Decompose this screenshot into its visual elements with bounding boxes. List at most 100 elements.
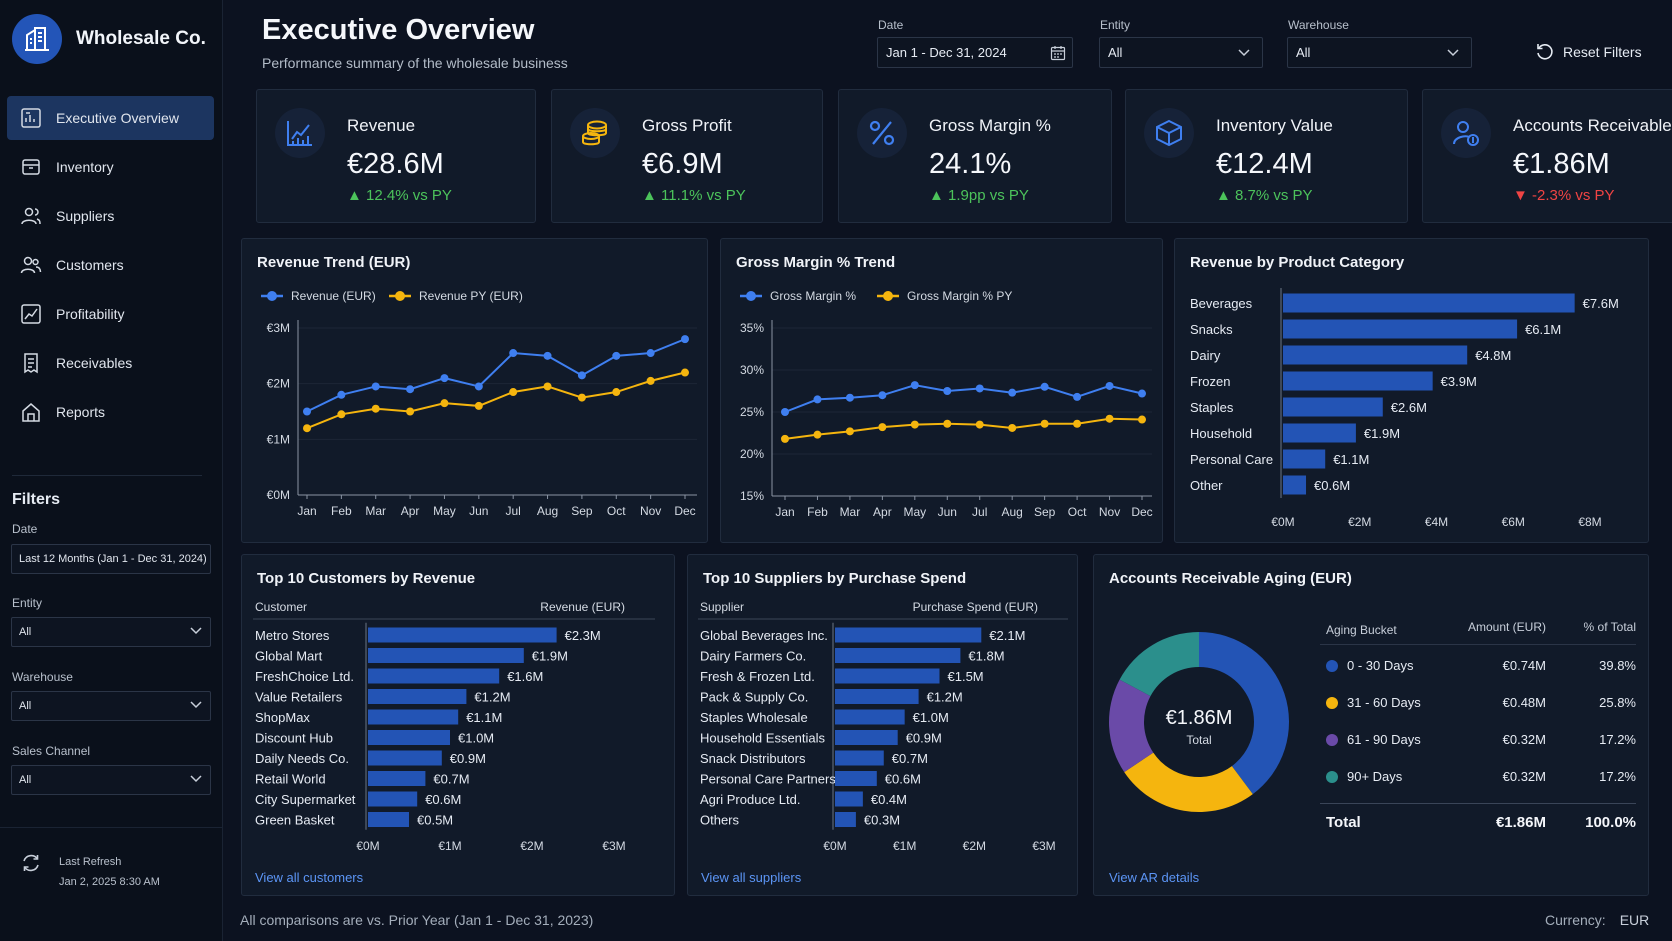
bar[interactable] — [368, 730, 450, 745]
data-point[interactable] — [1008, 388, 1017, 397]
bar[interactable] — [368, 791, 418, 807]
data-point[interactable] — [910, 420, 919, 429]
bar[interactable] — [368, 648, 524, 663]
kpi-card-accounts-receivable[interactable]: Accounts Receivable €1.86M ▼ -2.3% vs PY — [1422, 89, 1672, 223]
data-point[interactable] — [845, 427, 854, 436]
bar[interactable] — [835, 750, 884, 766]
bar[interactable] — [1283, 345, 1468, 365]
bar[interactable] — [368, 812, 409, 827]
channel-filter-select[interactable]: All — [11, 765, 211, 795]
bar[interactable] — [368, 627, 557, 643]
sidebar-item-customers[interactable]: Customers — [7, 243, 214, 287]
table-row[interactable]: 61 - 90 Days €0.32M 17.2% — [1320, 721, 1636, 758]
sidebar-item-executive-overview[interactable]: Executive Overview — [7, 96, 214, 140]
table-row[interactable]: 90+ Days €0.32M 17.2% — [1320, 758, 1636, 795]
data-point[interactable] — [509, 349, 518, 358]
data-point[interactable] — [577, 393, 586, 402]
warehouse-filter-select[interactable]: All — [11, 691, 211, 721]
entity-filter-select[interactable]: All — [11, 617, 211, 647]
bar[interactable] — [1283, 293, 1575, 313]
kpi-card-gross-margin[interactable]: Gross Margin % 24.1% ▲ 1.9pp vs PY — [838, 89, 1112, 223]
data-point[interactable] — [371, 404, 380, 413]
bar[interactable] — [835, 730, 898, 745]
refresh-icon[interactable] — [20, 852, 42, 874]
donut-slice[interactable] — [1124, 752, 1253, 812]
date-filter-input[interactable]: Last 12 Months (Jan 1 - Dec 31, 2024) — [11, 544, 211, 574]
sidebar-item-inventory[interactable]: Inventory — [7, 145, 214, 189]
bar[interactable] — [835, 668, 940, 684]
bar[interactable] — [1283, 423, 1356, 443]
data-point[interactable] — [474, 382, 483, 391]
data-point[interactable] — [681, 368, 689, 377]
data-point[interactable] — [474, 401, 483, 410]
bar[interactable] — [835, 791, 863, 807]
data-point[interactable] — [1105, 381, 1114, 390]
data-point[interactable] — [303, 407, 311, 416]
date-range-input[interactable]: Jan 1 - Dec 31, 2024 — [877, 37, 1073, 68]
kpi-card-gross-profit[interactable]: Gross Profit €6.9M ▲ 11.1% vs PY — [551, 89, 823, 223]
donut-slice[interactable] — [1199, 632, 1289, 795]
data-point[interactable] — [943, 387, 952, 395]
data-point[interactable] — [781, 434, 789, 443]
data-point[interactable] — [612, 388, 621, 397]
data-point[interactable] — [1105, 414, 1114, 423]
data-point[interactable] — [646, 376, 655, 385]
data-point[interactable] — [1073, 392, 1082, 401]
data-point[interactable] — [543, 382, 552, 391]
warehouse-select[interactable]: All — [1287, 37, 1472, 68]
bar[interactable] — [835, 812, 856, 827]
table-row[interactable]: 31 - 60 Days €0.48M 25.8% — [1320, 684, 1636, 721]
bar[interactable] — [1283, 475, 1307, 495]
view-all-customers-link[interactable]: View all customers — [255, 870, 364, 885]
data-point[interactable] — [845, 393, 854, 402]
data-point[interactable] — [975, 384, 984, 393]
data-point[interactable] — [1040, 419, 1049, 428]
bar[interactable] — [368, 750, 442, 766]
bar[interactable] — [368, 709, 459, 725]
bar[interactable] — [368, 668, 500, 684]
data-point[interactable] — [577, 371, 586, 380]
table-row[interactable]: 0 - 30 Days €0.74M 39.8% — [1320, 647, 1636, 684]
donut-slice[interactable] — [1119, 632, 1199, 697]
bar[interactable] — [368, 689, 467, 704]
data-point[interactable] — [1040, 382, 1049, 391]
data-point[interactable] — [975, 420, 984, 429]
bar[interactable] — [1283, 397, 1383, 417]
data-point[interactable] — [440, 399, 449, 408]
bar[interactable] — [1283, 371, 1433, 391]
sidebar-item-reports[interactable]: Reports — [7, 390, 214, 434]
bar[interactable] — [1283, 449, 1326, 469]
calendar-icon[interactable] — [1050, 45, 1066, 61]
sidebar-item-receivables[interactable]: Receivables — [7, 341, 214, 385]
brand[interactable]: Wholesale Co. — [12, 14, 206, 64]
bar[interactable] — [368, 771, 426, 786]
entity-select[interactable]: All — [1099, 37, 1263, 68]
data-point[interactable] — [406, 385, 415, 394]
bar[interactable] — [1283, 319, 1518, 339]
data-point[interactable] — [646, 349, 655, 358]
data-point[interactable] — [543, 351, 552, 360]
sidebar-item-suppliers[interactable]: Suppliers — [7, 194, 214, 238]
bar[interactable] — [835, 648, 961, 663]
data-point[interactable] — [1008, 423, 1017, 432]
data-point[interactable] — [943, 419, 952, 428]
kpi-card-inventory-value[interactable]: Inventory Value €12.4M ▲ 8.7% vs PY — [1125, 89, 1408, 223]
reset-filters-button[interactable]: Reset Filters — [1535, 42, 1642, 62]
view-ar-details-link[interactable]: View AR details — [1109, 870, 1200, 885]
data-point[interactable] — [1138, 415, 1146, 424]
data-point[interactable] — [509, 388, 518, 397]
data-point[interactable] — [1073, 419, 1082, 428]
bar[interactable] — [835, 771, 877, 786]
sidebar-item-profitability[interactable]: Profitability — [7, 292, 214, 336]
data-point[interactable] — [1138, 389, 1146, 398]
bar[interactable] — [835, 709, 905, 725]
data-point[interactable] — [337, 410, 346, 419]
donut-slice[interactable] — [1109, 679, 1154, 773]
bar[interactable] — [835, 627, 982, 643]
bar[interactable] — [835, 689, 919, 704]
data-point[interactable] — [813, 430, 822, 439]
data-point[interactable] — [612, 351, 621, 360]
data-point[interactable] — [337, 390, 346, 399]
data-point[interactable] — [813, 395, 822, 404]
data-point[interactable] — [681, 335, 689, 344]
